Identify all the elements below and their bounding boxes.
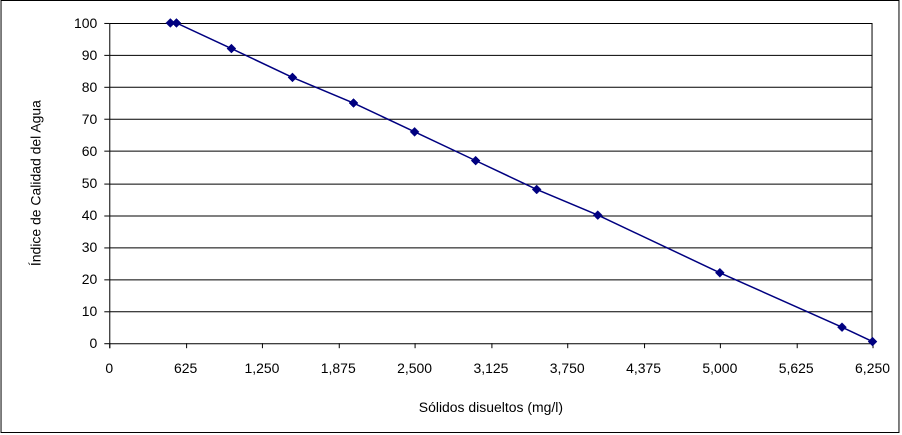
plot-background (109, 22, 873, 344)
x-tick-label: 1,250 (244, 360, 279, 376)
x-tick-label: 4,375 (626, 360, 661, 376)
x-tick-label: 5,000 (702, 360, 737, 376)
x-tick-label: 3,125 (473, 360, 508, 376)
y-tick-label: 70 (82, 111, 98, 127)
plot-area (109, 22, 873, 344)
y-tick-label: 50 (82, 175, 98, 191)
y-tick-label: 30 (82, 239, 98, 255)
data-point (837, 322, 847, 333)
x-tick-labels: 0 625 1,250 1,875 2,500 3,125 3,750 4,375 5,000 5… (105, 360, 890, 376)
y-tick-labels: 0 10 20 30 40 50 60 70 80 90 100 (74, 15, 98, 351)
y-tick-label: 10 (82, 303, 98, 319)
data-point (226, 43, 237, 54)
y-tick-label: 20 (82, 271, 98, 287)
x-tick-label: 0 (105, 360, 113, 376)
x-tick-label: 5,625 (779, 360, 814, 376)
x-tick-label: 2,500 (397, 360, 432, 376)
data-point (592, 210, 603, 220)
data-point (287, 72, 298, 83)
x-tick-label: 1,875 (321, 360, 356, 376)
data-point (409, 126, 420, 137)
gridlines (104, 22, 874, 349)
y-tick-label: 90 (82, 47, 98, 63)
data-series (165, 18, 878, 347)
y-tick-label: 40 (82, 207, 98, 223)
data-point (715, 267, 725, 278)
x-tick-label: 625 (174, 360, 198, 376)
data-point (531, 184, 542, 195)
y-tick-label: 0 (90, 335, 98, 351)
y-axis-label: Índice de Calidad del Agua (27, 100, 43, 266)
x-tick-label: 3,750 (550, 360, 585, 376)
data-point (470, 155, 481, 166)
x-tick-label: 6,250 (855, 360, 890, 376)
y-tick-label: 60 (82, 143, 98, 159)
data-point (171, 18, 182, 28)
y-tick-label: 100 (74, 15, 98, 31)
data-point (867, 336, 878, 347)
x-axis-label: Sólidos disueltos (mg/l) (419, 399, 563, 415)
y-tick-label: 80 (82, 79, 98, 95)
series-line (170, 22, 873, 343)
data-point (348, 98, 359, 108)
